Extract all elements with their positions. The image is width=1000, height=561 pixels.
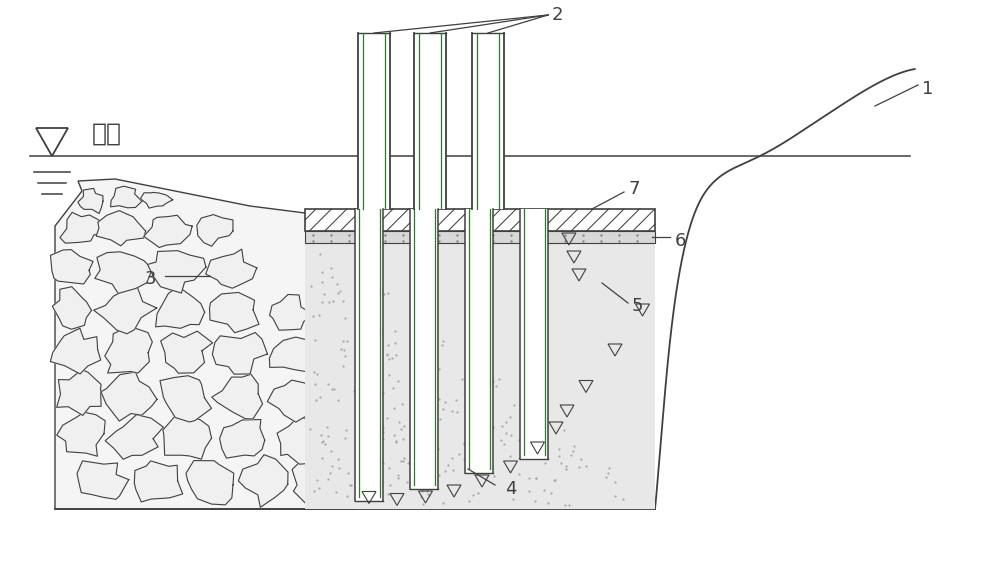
Polygon shape xyxy=(270,295,313,330)
Polygon shape xyxy=(197,215,233,246)
Polygon shape xyxy=(111,186,142,208)
Text: 5: 5 xyxy=(632,297,644,315)
Polygon shape xyxy=(60,213,102,243)
Polygon shape xyxy=(105,327,152,373)
Polygon shape xyxy=(305,231,655,243)
Text: 6: 6 xyxy=(675,232,686,250)
Polygon shape xyxy=(267,380,319,422)
Polygon shape xyxy=(305,209,655,231)
Polygon shape xyxy=(36,128,68,156)
Polygon shape xyxy=(101,372,157,421)
Polygon shape xyxy=(269,337,312,372)
Polygon shape xyxy=(520,209,548,459)
Text: 7: 7 xyxy=(628,180,640,198)
Polygon shape xyxy=(57,370,101,415)
Polygon shape xyxy=(414,33,446,209)
Polygon shape xyxy=(140,192,173,208)
Polygon shape xyxy=(206,249,257,288)
Polygon shape xyxy=(96,210,146,246)
Polygon shape xyxy=(212,374,263,419)
Polygon shape xyxy=(238,454,288,507)
Polygon shape xyxy=(94,288,157,334)
Text: 2: 2 xyxy=(552,6,564,24)
Text: 3: 3 xyxy=(145,270,156,288)
Polygon shape xyxy=(186,461,234,505)
Polygon shape xyxy=(52,287,91,329)
Text: 1: 1 xyxy=(922,80,933,98)
Polygon shape xyxy=(410,209,438,489)
Polygon shape xyxy=(55,179,355,509)
Polygon shape xyxy=(465,209,493,473)
Polygon shape xyxy=(50,328,101,374)
Polygon shape xyxy=(51,250,93,284)
Text: 4: 4 xyxy=(505,480,516,498)
Polygon shape xyxy=(161,331,213,373)
Polygon shape xyxy=(210,292,259,333)
Polygon shape xyxy=(358,33,390,209)
Polygon shape xyxy=(163,415,212,459)
Polygon shape xyxy=(212,333,267,374)
Polygon shape xyxy=(355,209,383,501)
Polygon shape xyxy=(277,418,324,464)
Polygon shape xyxy=(134,461,183,502)
Polygon shape xyxy=(144,215,192,247)
Text: 水面: 水面 xyxy=(92,122,122,146)
Polygon shape xyxy=(160,376,212,422)
Polygon shape xyxy=(57,412,105,456)
Polygon shape xyxy=(156,287,205,328)
Polygon shape xyxy=(95,252,152,293)
Polygon shape xyxy=(148,251,206,293)
Polygon shape xyxy=(78,188,103,214)
Polygon shape xyxy=(220,420,265,458)
Polygon shape xyxy=(472,33,504,209)
Polygon shape xyxy=(305,231,655,509)
Polygon shape xyxy=(105,415,163,459)
Polygon shape xyxy=(292,459,337,508)
Polygon shape xyxy=(77,461,129,499)
